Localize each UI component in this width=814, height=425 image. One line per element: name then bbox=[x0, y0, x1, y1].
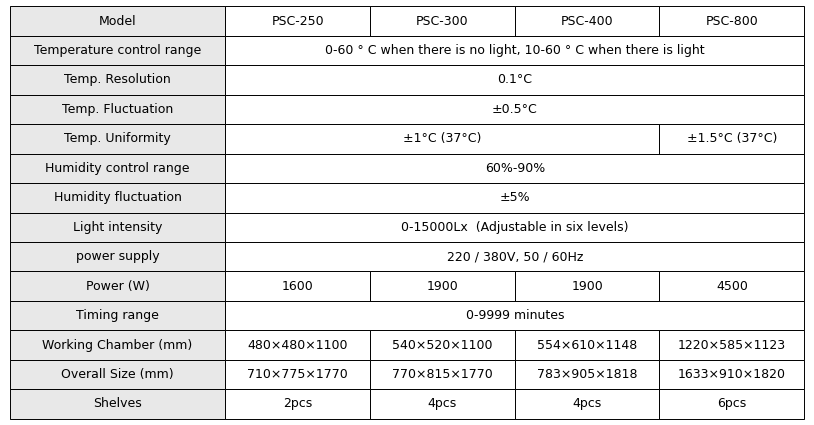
Bar bbox=[370, 6, 514, 36]
Bar bbox=[10, 124, 225, 153]
Text: PSC-400: PSC-400 bbox=[561, 14, 614, 28]
Text: 0-60 ° C when there is no light, 10-60 ° C when there is light: 0-60 ° C when there is no light, 10-60 °… bbox=[325, 44, 705, 57]
Bar bbox=[225, 65, 804, 95]
Text: 4500: 4500 bbox=[716, 280, 748, 293]
Bar bbox=[10, 183, 225, 212]
Text: 554×610×1148: 554×610×1148 bbox=[537, 338, 637, 351]
Bar bbox=[10, 6, 225, 36]
Text: ±1.5°C (37°C): ±1.5°C (37°C) bbox=[687, 132, 777, 145]
Text: Overall Size (mm): Overall Size (mm) bbox=[61, 368, 174, 381]
Text: 6pcs: 6pcs bbox=[717, 397, 746, 411]
Bar bbox=[659, 360, 804, 389]
Bar bbox=[370, 272, 514, 301]
Text: Light intensity: Light intensity bbox=[73, 221, 162, 234]
Text: Power (W): Power (W) bbox=[85, 280, 150, 293]
Bar bbox=[225, 95, 804, 124]
Text: 480×480×1100: 480×480×1100 bbox=[247, 338, 348, 351]
Bar bbox=[225, 360, 370, 389]
Bar bbox=[659, 330, 804, 360]
Bar bbox=[10, 389, 225, 419]
Bar bbox=[370, 389, 514, 419]
Bar bbox=[225, 124, 659, 153]
Bar bbox=[10, 242, 225, 272]
Bar bbox=[10, 95, 225, 124]
Bar bbox=[225, 389, 370, 419]
Text: 1220×585×1123: 1220×585×1123 bbox=[678, 338, 786, 351]
Text: PSC-250: PSC-250 bbox=[272, 14, 324, 28]
Text: Temp. Resolution: Temp. Resolution bbox=[64, 74, 171, 87]
Bar bbox=[514, 6, 659, 36]
Bar bbox=[225, 153, 804, 183]
Text: 783×905×1818: 783×905×1818 bbox=[537, 368, 637, 381]
Text: 710×775×1770: 710×775×1770 bbox=[247, 368, 348, 381]
Text: 4pcs: 4pcs bbox=[572, 397, 602, 411]
Text: Working Chamber (mm): Working Chamber (mm) bbox=[42, 338, 193, 351]
Text: 2pcs: 2pcs bbox=[283, 397, 313, 411]
Text: 1633×910×1820: 1633×910×1820 bbox=[678, 368, 786, 381]
Text: 4pcs: 4pcs bbox=[428, 397, 457, 411]
Bar bbox=[10, 153, 225, 183]
Text: 1900: 1900 bbox=[571, 280, 603, 293]
Bar bbox=[10, 360, 225, 389]
Text: Temp. Fluctuation: Temp. Fluctuation bbox=[62, 103, 173, 116]
Bar bbox=[514, 330, 659, 360]
Bar bbox=[659, 272, 804, 301]
Text: 1600: 1600 bbox=[282, 280, 313, 293]
Bar bbox=[225, 242, 804, 272]
Bar bbox=[10, 36, 225, 65]
Text: PSC-800: PSC-800 bbox=[706, 14, 758, 28]
Text: ±1°C (37°C): ±1°C (37°C) bbox=[403, 132, 482, 145]
Text: 770×815×1770: 770×815×1770 bbox=[392, 368, 492, 381]
Text: 1900: 1900 bbox=[427, 280, 458, 293]
Bar bbox=[225, 183, 804, 212]
Text: ±5%: ±5% bbox=[500, 191, 530, 204]
Bar bbox=[659, 124, 804, 153]
Text: 0-15000Lx  (Adjustable in six levels): 0-15000Lx (Adjustable in six levels) bbox=[401, 221, 628, 234]
Bar bbox=[10, 272, 225, 301]
Bar bbox=[514, 360, 659, 389]
Text: 0-9999 minutes: 0-9999 minutes bbox=[466, 309, 564, 322]
Text: 0.1°C: 0.1°C bbox=[497, 74, 532, 87]
Bar bbox=[514, 272, 659, 301]
Bar bbox=[370, 360, 514, 389]
Text: Humidity fluctuation: Humidity fluctuation bbox=[54, 191, 182, 204]
Bar bbox=[370, 330, 514, 360]
Bar bbox=[10, 212, 225, 242]
Text: Temperature control range: Temperature control range bbox=[34, 44, 201, 57]
Bar bbox=[514, 389, 659, 419]
Text: PSC-300: PSC-300 bbox=[416, 14, 469, 28]
Text: 60%-90%: 60%-90% bbox=[484, 162, 545, 175]
Text: power supply: power supply bbox=[76, 250, 160, 263]
Bar bbox=[10, 330, 225, 360]
Text: Humidity control range: Humidity control range bbox=[46, 162, 190, 175]
Text: Model: Model bbox=[98, 14, 137, 28]
Bar bbox=[225, 330, 370, 360]
Text: ±0.5°C: ±0.5°C bbox=[492, 103, 538, 116]
Text: 220 / 380V, 50 / 60Hz: 220 / 380V, 50 / 60Hz bbox=[447, 250, 583, 263]
Bar bbox=[225, 6, 370, 36]
Bar bbox=[225, 212, 804, 242]
Bar bbox=[10, 301, 225, 330]
Text: Temp. Uniformity: Temp. Uniformity bbox=[64, 132, 171, 145]
Text: 540×520×1100: 540×520×1100 bbox=[392, 338, 492, 351]
Bar bbox=[10, 65, 225, 95]
Text: Shelves: Shelves bbox=[94, 397, 142, 411]
Bar bbox=[659, 389, 804, 419]
Bar bbox=[225, 301, 804, 330]
Bar bbox=[225, 36, 804, 65]
Text: Timing range: Timing range bbox=[77, 309, 159, 322]
Bar bbox=[225, 272, 370, 301]
Bar bbox=[659, 6, 804, 36]
